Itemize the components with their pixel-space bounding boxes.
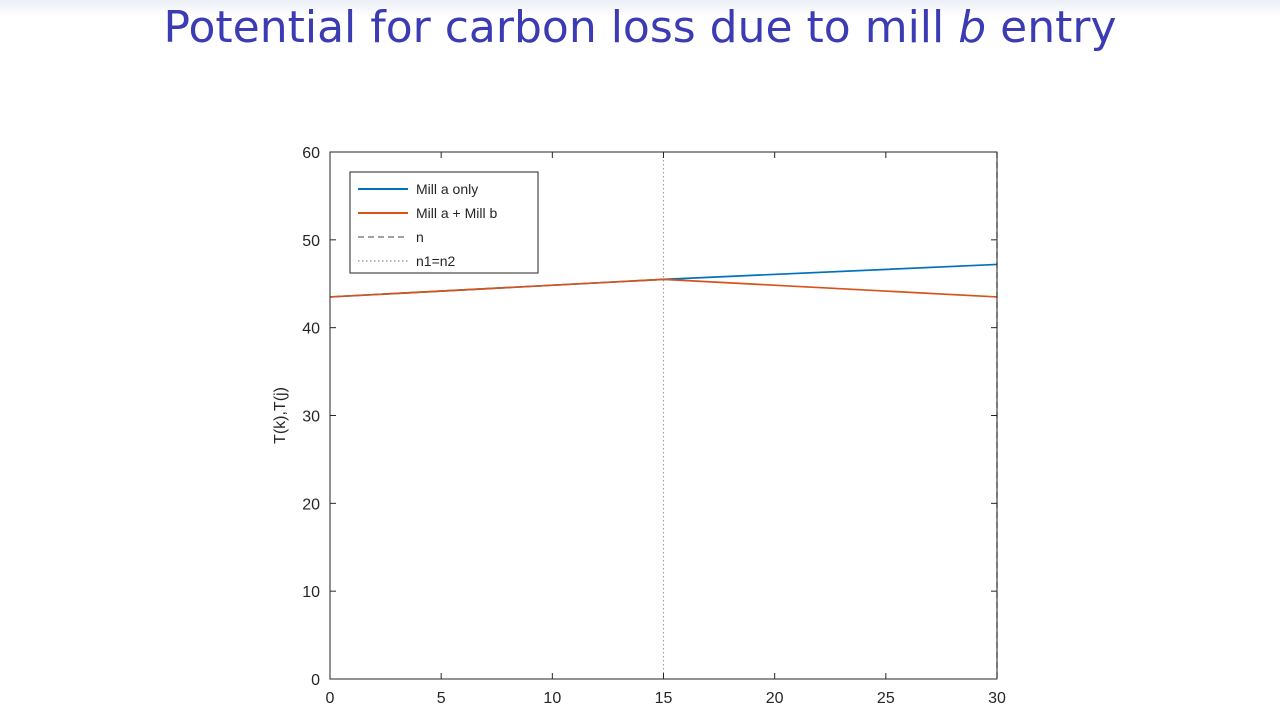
y-axis-label: T(k),T(j)	[272, 387, 289, 444]
series-line-2	[329, 278, 998, 298]
slide-title-suffix: entry	[986, 2, 1117, 53]
x-tick-label: 20	[766, 690, 784, 707]
x-tick-label: 10	[543, 690, 561, 707]
legend-label-1: Mill a only	[416, 181, 478, 197]
slide-title-emphasis: b	[958, 2, 987, 53]
slide-title-text: Potential for carbon loss due to mill	[163, 2, 959, 53]
y-tick-label: 0	[311, 672, 320, 689]
x-tick-label: 15	[655, 690, 673, 707]
x-tick-label: 5	[437, 690, 446, 707]
x-tick-label: 30	[988, 690, 1006, 707]
legend-label-4: n1=n2	[416, 253, 456, 269]
y-tick-label: 40	[302, 321, 320, 338]
legend-label-3: n	[416, 229, 424, 245]
y-tick-label: 50	[302, 233, 320, 250]
slide-title: Potential for carbon loss due to mill b …	[0, 0, 1280, 56]
y-tick-label: 30	[302, 409, 320, 426]
slide-header-band	[0, 0, 1280, 16]
y-tick-label: 10	[302, 584, 320, 601]
x-tick-label: 0	[326, 690, 335, 707]
x-tick-label: 25	[877, 690, 895, 707]
legend-label-2: Mill a + Mill b	[416, 205, 498, 221]
y-tick-label: 20	[302, 496, 320, 513]
y-tick-label: 60	[302, 145, 320, 162]
